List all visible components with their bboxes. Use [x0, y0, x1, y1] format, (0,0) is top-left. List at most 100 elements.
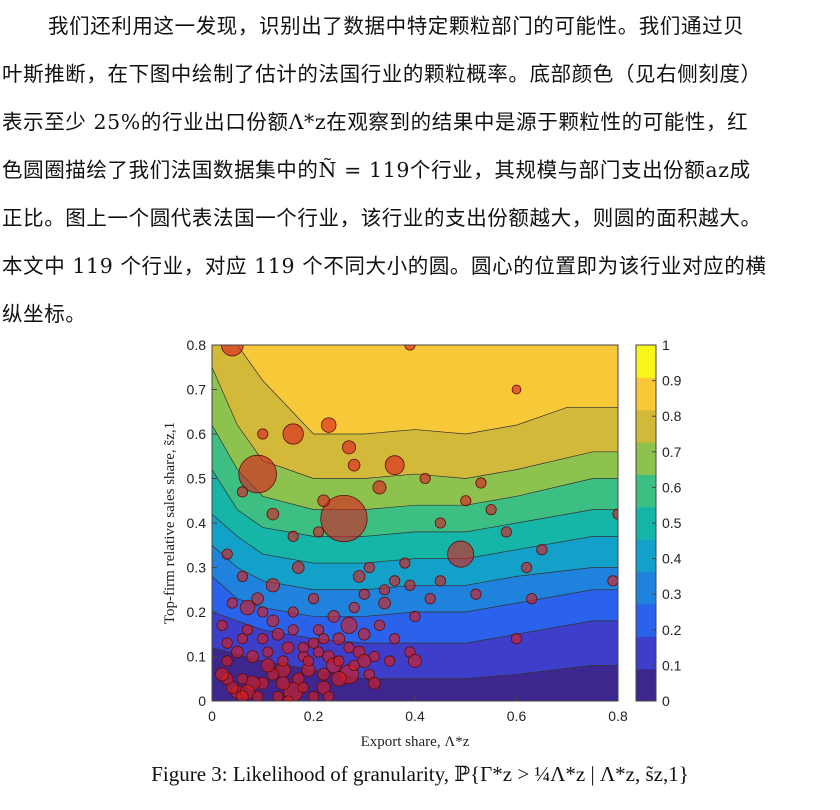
industry-circle: [317, 494, 330, 508]
colorbar-segment: [636, 409, 656, 443]
y-tick-label: 0.8: [187, 337, 207, 353]
colorbar-segment: [636, 377, 656, 411]
paragraph-line-6: 本文中 119 个行业，对应 119 个不同大小的圆。圆心的位置即为该行业对应的…: [2, 254, 767, 278]
contour-fill: [212, 345, 618, 701]
colorbar-tick-label: 0.9: [662, 373, 682, 389]
industry-circle: [536, 544, 548, 556]
industry-circle: [282, 423, 304, 445]
industry-circle: [384, 655, 396, 667]
paragraph-line-7: 纵坐标。: [2, 302, 87, 326]
industry-circle: [287, 606, 299, 618]
x-tick-label: 0.6: [507, 708, 527, 724]
industry-circle: [384, 455, 405, 476]
industry-circle: [475, 477, 487, 489]
x-tick-label: 0.2: [304, 708, 324, 724]
industry-circle: [316, 680, 331, 695]
colorbar-segment: [636, 474, 656, 508]
y-tick-label: 0.1: [187, 649, 207, 665]
paragraph-line-5: 正比。图上一个圆代表法国一个行业，该行业的支出份额越大，则圆的面积越大。: [2, 206, 762, 230]
paragraph-line-4: 色圆圈描绘了我们法国数据集中的Ñ = 119个行业，其规模与部门支出份额az成: [2, 158, 751, 182]
industry-circle: [332, 632, 346, 645]
x-axis: 0 0.2 0.4 0.6 0.8: [208, 696, 628, 724]
y-axis: 0 0.1 0.2 0.3 0.4 0.5 0.6 0.7 0.8: [187, 337, 217, 709]
industry-circle: [333, 655, 345, 667]
x-axis-label: Export share, Λ*z: [361, 734, 470, 750]
colorbar-tick-label: 0.3: [662, 586, 682, 602]
x-tick-label: 0: [208, 708, 216, 724]
y-tick-label: 0: [198, 693, 206, 709]
colorbar-tick-label: 0.4: [662, 551, 682, 567]
figure: 0 0.2 0.4 0.6 0.8 0 0.1 0.2 0.3 0.4 0.5 0.6 0.7 0.8 …: [150, 330, 710, 760]
industry-circle: [363, 561, 375, 574]
y-tick-label: 0.7: [187, 382, 207, 398]
colorbar-tick-label: 0.5: [662, 515, 682, 531]
industry-circle: [246, 650, 259, 663]
industry-circle: [485, 504, 497, 516]
industry-circle: [271, 627, 285, 641]
industry-circle: [607, 575, 618, 587]
industry-circle: [297, 682, 309, 694]
industry-circle: [318, 633, 330, 645]
industry-circle: [404, 579, 416, 591]
y-axis-label: Top-firm relative sales share, s̃z,1: [162, 422, 178, 624]
colorbar-tick-label: 0.2: [662, 622, 682, 638]
industry-circle: [526, 593, 538, 605]
industry-circle: [236, 633, 249, 645]
industry-circle: [378, 596, 391, 610]
industry-circle: [236, 486, 249, 498]
industry-circle: [220, 345, 244, 357]
industry-circle: [313, 526, 325, 538]
y-tick-label: 0.6: [187, 426, 207, 442]
y-tick-label: 0.5: [187, 471, 207, 487]
industry-circle: [276, 676, 291, 691]
industry-circle: [287, 530, 299, 542]
industry-circle: [320, 494, 368, 543]
industry-circle: [321, 417, 337, 433]
industry-circle: [419, 472, 431, 485]
y-tick-label: 0.4: [187, 515, 207, 531]
industry-circle: [510, 633, 523, 645]
industry-circle: [266, 614, 280, 628]
industry-circle: [327, 610, 341, 623]
colorbar-segment: [636, 636, 656, 670]
paragraph-line-2: 叶斯推断，在下图中绘制了估计的法国行业的颗粒概率。底部颜色（见右侧刻度）: [2, 62, 762, 86]
industry-circle: [241, 624, 254, 636]
industry-circle: [434, 517, 446, 529]
industry-circle: [372, 480, 387, 495]
body-paragraph: 我们还利用这一发现，识别出了数据中特定颗粒部门的可能性。我们通过贝 叶斯推断，在…: [2, 2, 834, 338]
industry-circle: [348, 601, 360, 614]
colorbar-tick-label: 1: [662, 337, 670, 353]
industry-circle: [287, 624, 299, 636]
industry-circle: [389, 633, 401, 645]
y-tick-label: 0.3: [187, 560, 207, 576]
industry-circle: [373, 619, 386, 631]
colorbar-tick-label: 0.6: [662, 479, 682, 495]
x-tick-label: 0.4: [405, 708, 425, 724]
industry-circle: [407, 653, 422, 668]
colorbar-tick-label: 0.1: [662, 657, 682, 673]
industry-circle: [262, 646, 274, 658]
industry-circle: [265, 578, 280, 593]
industry-circle: [251, 592, 264, 605]
industry-circle: [236, 570, 249, 582]
colorbar-segment: [636, 506, 656, 540]
paragraph-line-3: 表示至少 25%的行业出口份额Λ*z在观察到的结果中是源于颗粒性的可能性，红: [2, 110, 749, 134]
paragraph-line-1: 我们还利用这一发现，识别出了数据中特定颗粒部门的可能性。我们通过贝: [48, 14, 745, 38]
industry-circle: [281, 641, 295, 654]
industry-circle: [357, 653, 372, 668]
y-tick-label: 0.2: [187, 604, 207, 620]
industry-circle: [347, 458, 361, 472]
colorbar: 0 0.1 0.2 0.3 0.4 0.5 0.6 0.7 0.8 0.9 1: [635, 337, 682, 709]
colorbar-segment: [636, 442, 656, 475]
colorbar-segment: [636, 571, 656, 605]
industry-circle: [317, 668, 330, 681]
industry-circle: [272, 690, 284, 701]
industry-circle: [357, 627, 371, 641]
industry-circles: [215, 345, 618, 701]
industry-circle: [404, 345, 416, 351]
granularity-contour-chart: 0 0.2 0.4 0.6 0.8 00.10.20.30.40.50.60.70.8 …: [162, 337, 682, 750]
industry-circle: [239, 599, 256, 616]
industry-circle: [389, 575, 401, 587]
industry-circle: [302, 655, 314, 667]
industry-circle: [323, 690, 335, 701]
